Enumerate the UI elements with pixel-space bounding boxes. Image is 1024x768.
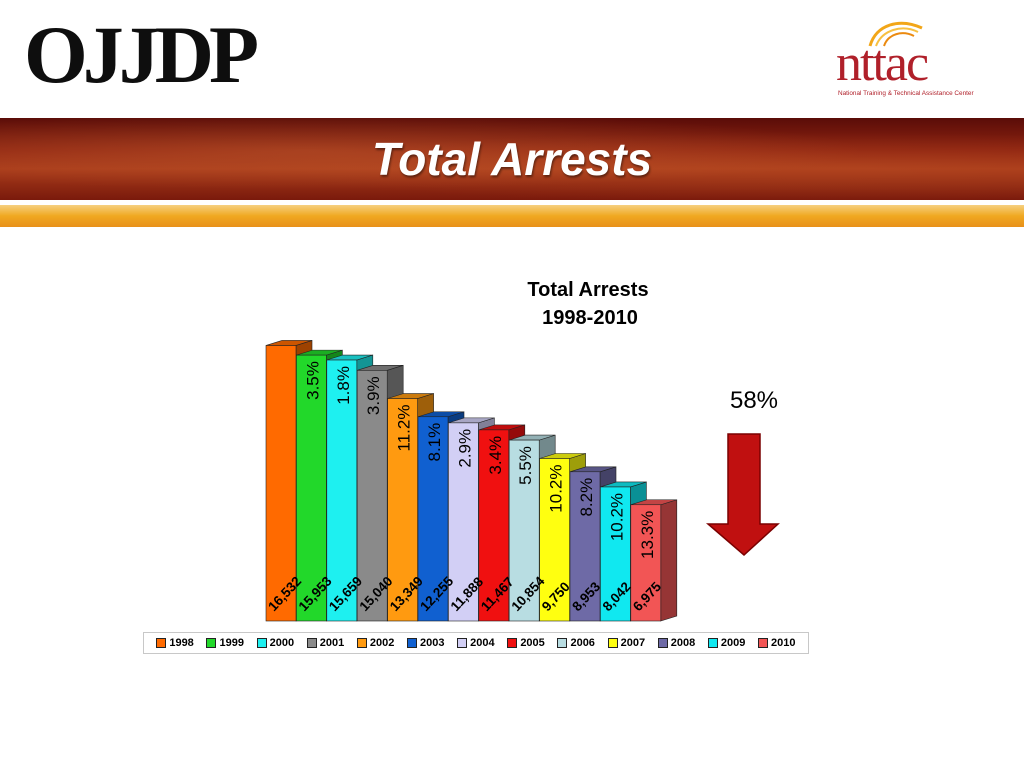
bar-front-2000 <box>326 359 358 622</box>
nttac-logo-text: nttac <box>836 35 929 92</box>
bar-front-2005 <box>478 429 510 622</box>
legend-swatch-2001 <box>306 638 317 648</box>
bar-side-2010 <box>660 499 678 622</box>
bar-front-1998 <box>265 345 297 622</box>
chart-title: Total Arrests <box>527 279 648 301</box>
legend-label-2003: 2003 <box>420 637 445 649</box>
legend-swatch-1998 <box>156 638 167 648</box>
legend-label-2000: 2000 <box>269 637 295 649</box>
legend-swatch-2008 <box>657 638 668 648</box>
change-label-2005: 3.4% <box>486 436 505 475</box>
legend-swatch-2004 <box>457 638 468 648</box>
legend-item-1999: 1999 <box>206 637 244 649</box>
change-labels-layer: 3.5% 1.8% 3.9% 11.2% 8.1% 2.9% 3.4% 5.5% 10.2% 8.… <box>303 361 656 559</box>
legend-item-2001: 2001 <box>306 637 345 649</box>
legend-swatch-2002 <box>356 638 367 648</box>
legend-label-1998: 1998 <box>169 637 194 649</box>
ojjdp-logo: OJJDP <box>24 9 259 100</box>
legend-item-1998: 1998 <box>156 637 194 649</box>
legend-item-2000: 2000 <box>256 637 295 649</box>
page-title: Total Arrests <box>371 133 653 185</box>
ojjdp-logo-text: OJJDP <box>24 9 259 100</box>
nttac-swirl-icon <box>868 21 923 47</box>
legend-item-2008: 2008 <box>657 637 696 649</box>
legend-item-2005: 2005 <box>507 637 545 649</box>
legend-swatch-2000 <box>256 638 267 648</box>
legend-label-2008: 2008 <box>670 637 696 649</box>
legend-swatch-2007 <box>607 638 618 648</box>
legend-label-2010: 2010 <box>771 637 796 649</box>
legend-swatch-2005 <box>507 638 518 648</box>
bar-front-2009 <box>600 486 631 622</box>
bar-front-2001 <box>356 370 388 622</box>
legend-item-2009: 2009 <box>707 637 746 649</box>
chart-subtitle: 1998-2010 <box>542 307 638 329</box>
change-label-2004: 2.9% <box>455 429 474 468</box>
bar-front-2007 <box>539 458 570 622</box>
nttac-logo: nttac National Training & Technical Assi… <box>836 21 996 102</box>
legend-item-2007: 2007 <box>607 637 646 649</box>
bar-front-2006 <box>508 439 540 622</box>
change-label-2003: 8.1% <box>425 423 444 462</box>
legend-item-2002: 2002 <box>356 637 395 649</box>
change-label-2009: 10.2% <box>607 493 626 541</box>
bar-2010 <box>630 499 678 622</box>
change-label-2007: 10.2% <box>547 465 566 513</box>
legend-swatch-2003 <box>407 638 418 648</box>
legend-item-2004: 2004 <box>457 637 495 649</box>
legend-label-2002: 2002 <box>369 637 395 649</box>
legend-label-2009: 2009 <box>720 637 746 649</box>
legend-swatch-2010 <box>758 638 769 648</box>
bar-front-2004 <box>448 422 479 622</box>
legend-item-2006: 2006 <box>557 637 595 649</box>
bar-front-2003 <box>417 416 449 622</box>
change-label-2010: 13.3% <box>638 511 657 559</box>
legend-swatch-2009 <box>707 638 718 648</box>
legend-item-2003: 2003 <box>407 637 445 649</box>
legend-label-2005: 2005 <box>520 637 545 649</box>
change-label-2006: 5.5% <box>516 446 535 485</box>
change-label-2002: 11.2% <box>395 405 414 452</box>
nttac-tagline: National Training & Technical Assistance… <box>838 90 974 97</box>
chart-legend: 1998 1999 2000 2001 2002 2003 2004 2005 2006 2007… <box>143 632 809 654</box>
down-arrow-icon <box>705 433 780 557</box>
change-label-2008: 8.2% <box>577 478 596 517</box>
bars-layer <box>265 340 678 622</box>
header-band <box>0 118 1024 200</box>
percent-change-label: 58% <box>730 387 778 414</box>
change-label-1999: 3.5% <box>303 361 322 400</box>
legend-label-2004: 2004 <box>470 637 495 649</box>
legend-swatch-1999 <box>206 638 217 648</box>
legend-label-2006: 2006 <box>570 637 595 649</box>
gold-band <box>0 205 1024 227</box>
legend-label-1999: 1999 <box>219 637 244 649</box>
legend-label-2007: 2007 <box>620 637 646 649</box>
bar-front-1999 <box>296 354 327 622</box>
change-label-2001: 3.9% <box>364 376 383 415</box>
bar-front-2002 <box>387 398 418 622</box>
legend-label-2001: 2001 <box>319 637 345 649</box>
bar-front-2008 <box>569 471 601 622</box>
legend-swatch-2006 <box>557 638 568 648</box>
legend-item-2010: 2010 <box>758 637 796 649</box>
change-label-2000: 1.8% <box>334 366 353 405</box>
bar-front-2010 <box>630 504 662 622</box>
